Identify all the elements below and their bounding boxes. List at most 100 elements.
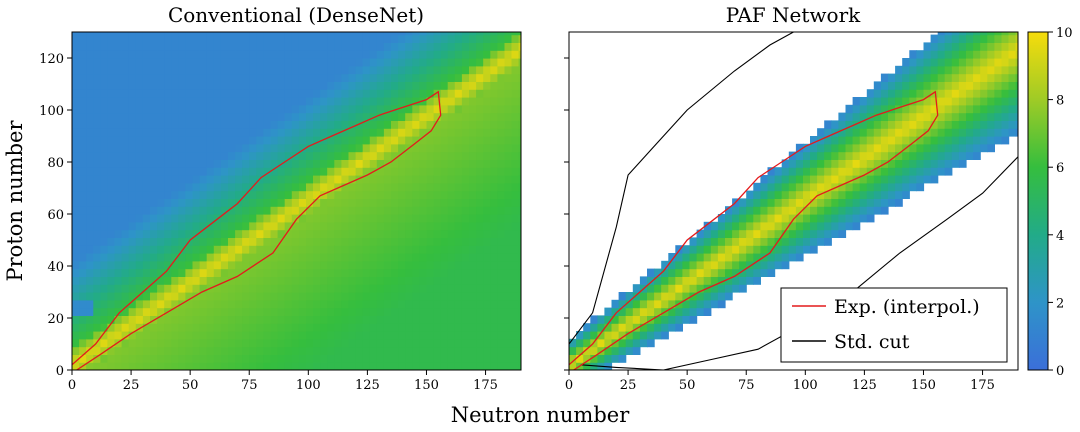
heatmap-cell: [440, 237, 449, 246]
heatmap-cell: [781, 229, 790, 238]
heatmap-cell: [270, 50, 279, 59]
heatmap-cell: [327, 65, 335, 75]
heatmap-cell: [703, 229, 712, 238]
heatmap-cell: [192, 89, 201, 98]
heatmap-cell: [987, 73, 995, 82]
heatmap-cell: [86, 190, 94, 199]
heatmap-cell: [298, 299, 307, 309]
heatmap-cell: [725, 260, 733, 270]
heatmap-cell: [518, 89, 521, 98]
heatmap-cell: [760, 198, 769, 207]
heatmap-cell: [916, 182, 925, 192]
heatmap-cell: [107, 73, 116, 82]
heatmap-cell: [114, 151, 123, 160]
heatmap-cell: [220, 198, 229, 207]
heatmap-cell: [171, 112, 179, 121]
heatmap-cell: [859, 112, 868, 121]
heatmap-cell: [696, 307, 705, 316]
heatmap-cell: [171, 323, 179, 332]
heatmap-cell: [497, 284, 506, 293]
heatmap-cell: [611, 307, 620, 316]
heatmap-cell: [696, 276, 705, 285]
heatmap-cell: [334, 253, 342, 262]
heatmap-cell: [121, 34, 130, 43]
heatmap-cell: [873, 128, 882, 137]
heatmap-cell: [937, 89, 946, 98]
heatmap-cell: [291, 299, 300, 309]
heatmap-cell: [284, 143, 293, 153]
heatmap-cell: [476, 284, 484, 293]
heatmap-cell: [298, 73, 307, 82]
heatmap-cell: [157, 97, 165, 106]
heatmap-cell: [86, 276, 94, 285]
heatmap-cell: [185, 362, 194, 370]
heatmap-cell: [732, 260, 740, 270]
heatmap-cell: [497, 253, 506, 262]
heatmap-cell: [185, 354, 194, 363]
heatmap-cell: [72, 260, 80, 270]
heatmap-cell: [980, 81, 988, 90]
heatmap-cell: [334, 81, 342, 90]
heatmap-cell: [518, 276, 521, 285]
heatmap-cell: [242, 292, 250, 301]
heatmap-cell: [135, 284, 144, 293]
legend: Exp. (interpol.) Std. cut: [780, 287, 1008, 363]
heatmap-cell: [958, 50, 967, 59]
heatmap-cell: [128, 362, 137, 370]
heatmap-cell: [192, 237, 201, 246]
heatmap-cell: [511, 81, 520, 90]
heatmap-cell: [476, 221, 484, 231]
heatmap-cell: [803, 143, 811, 153]
heatmap-cell: [298, 32, 307, 36]
heatmap-cell: [973, 143, 981, 153]
heatmap-cell: [916, 151, 925, 160]
heatmap-cell: [966, 97, 974, 106]
heatmap-cell: [93, 73, 101, 82]
heatmap-cell: [150, 42, 158, 51]
heatmap-cell: [1001, 128, 1010, 137]
heatmap-cell: [121, 42, 130, 51]
heatmap-cell: [476, 260, 484, 270]
heatmap-cell: [419, 346, 428, 355]
heatmap-cell: [611, 331, 620, 340]
heatmap-cell: [1001, 81, 1010, 90]
heatmap-cell: [178, 346, 186, 355]
heatmap-cell: [412, 315, 420, 324]
heatmap-cell: [398, 175, 406, 184]
heatmap-cell: [79, 32, 87, 36]
heatmap-cell: [376, 221, 385, 231]
heatmap-cell: [355, 89, 364, 98]
heatmap-cell: [142, 97, 151, 106]
heatmap-cell: [220, 260, 229, 270]
heatmap-cell: [270, 276, 279, 285]
heatmap-cell: [284, 89, 293, 98]
heatmap-cell: [391, 159, 399, 168]
heatmap-cell: [263, 362, 272, 370]
heatmap-cell: [461, 331, 470, 340]
heatmap-cell: [930, 128, 939, 137]
heatmap-cell: [263, 120, 272, 129]
heatmap-cell: [497, 198, 506, 207]
heatmap-cell: [284, 307, 293, 316]
heatmap-cell: [334, 34, 342, 43]
heatmap-cell: [447, 182, 456, 192]
heatmap-cell: [298, 151, 307, 160]
heatmap-cell: [114, 268, 123, 277]
heatmap-cell: [86, 198, 94, 207]
heatmap-cell: [107, 260, 116, 270]
heatmap-cell: [824, 182, 832, 192]
heatmap-cell: [164, 260, 172, 270]
heatmap-cell: [100, 42, 109, 51]
heatmap-cell: [994, 97, 1003, 106]
heatmap-cell: [313, 331, 321, 340]
heatmap-cell: [583, 323, 591, 332]
heatmap-cell: [107, 167, 116, 176]
heatmap-cell: [79, 136, 87, 145]
heatmap-cell: [79, 221, 87, 231]
heatmap-cell: [994, 58, 1003, 67]
heatmap-cell: [419, 323, 428, 332]
heatmap-cell: [788, 237, 797, 246]
heatmap-cell: [178, 175, 186, 184]
heatmap-cell: [923, 112, 932, 121]
heatmap-cell: [383, 58, 392, 67]
